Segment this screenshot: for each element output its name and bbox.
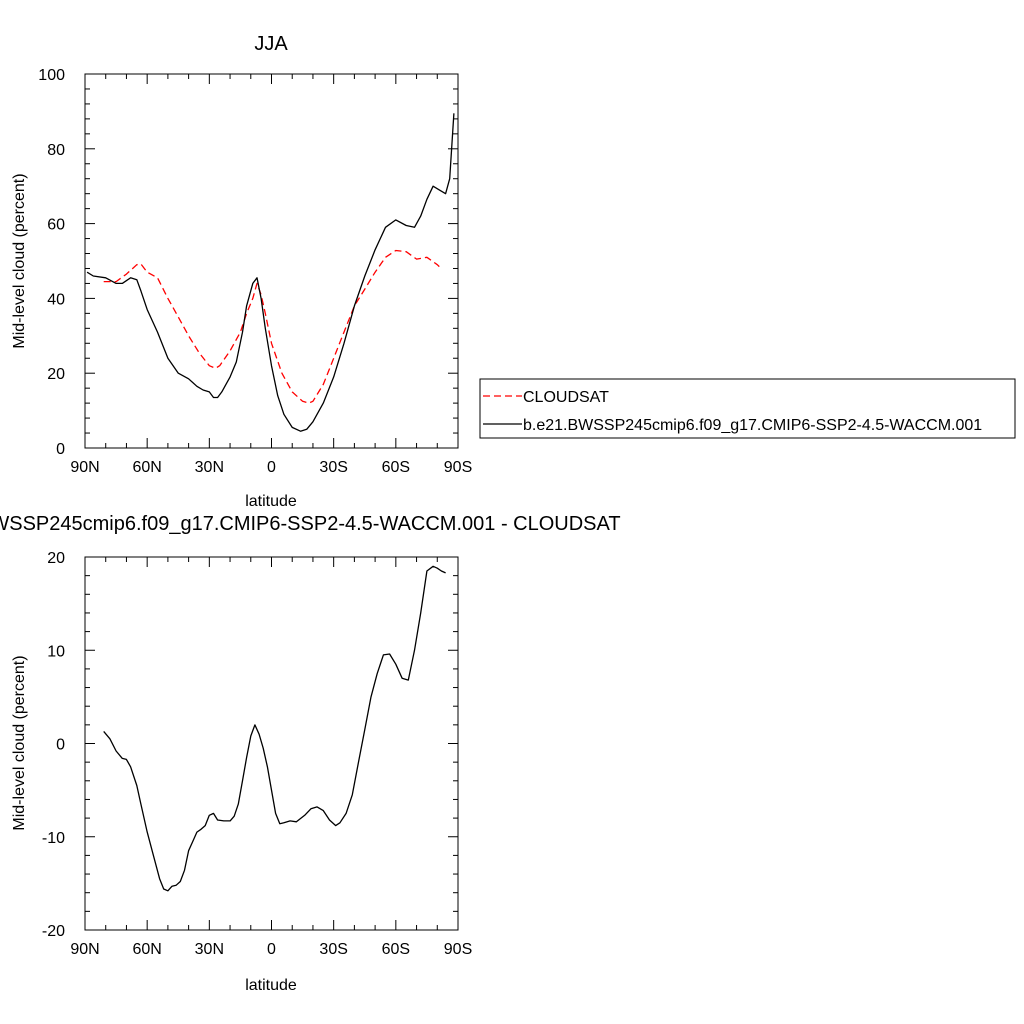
legend-box bbox=[479, 378, 1016, 439]
top-y-tick-label: 0 bbox=[56, 441, 65, 458]
bottom-y-tick-label: 0 bbox=[56, 737, 65, 754]
legend-label-model: b.e21.BWSSP245cmip6.f09_g17.CMIP6-SSP2-4… bbox=[523, 417, 982, 434]
bottom-panel-xlabel: latitude bbox=[245, 977, 297, 994]
bottom-y-tick-label: -10 bbox=[42, 830, 65, 847]
top-panel: JJA 90N 60N 30N 0 30S 60S 90S 0 20 40 60 80 100 lati… bbox=[11, 33, 472, 510]
bottom-y-tick-label: 20 bbox=[47, 550, 65, 567]
top-series-line-1 bbox=[86, 113, 455, 432]
top-y-tick-label: 40 bbox=[47, 291, 65, 308]
bottom-x-tick-label: 30S bbox=[319, 941, 347, 958]
bottom-x-tick-label: 90N bbox=[70, 941, 99, 958]
top-panel-ylabel: Mid-level cloud (percent) bbox=[11, 173, 28, 348]
legend-label-cloudsat: CLOUDSAT bbox=[523, 389, 609, 406]
bottom-x-tick-label: 90S bbox=[444, 941, 472, 958]
bottom-series-line-0 bbox=[103, 565, 446, 892]
top-x-tick-label: 30S bbox=[319, 459, 347, 476]
bottom-x-tick-label: 30N bbox=[195, 941, 224, 958]
legend: CLOUDSAT b.e21.BWSSP245cmip6.f09_g17.CMI… bbox=[479, 378, 1016, 439]
top-panel-title: JJA bbox=[254, 33, 288, 55]
bottom-panel-series bbox=[103, 565, 446, 892]
bottom-panel-ylabel: Mid-level cloud (percent) bbox=[11, 655, 28, 830]
top-y-tick-label: 20 bbox=[47, 366, 65, 383]
top-panel-ticks: 90N 60N 30N 0 30S 60S 90S 0 20 40 60 80 100 bbox=[38, 67, 472, 476]
top-x-tick-label: 0 bbox=[267, 459, 276, 476]
top-series-line-0 bbox=[103, 249, 440, 404]
top-x-tick-label: 30N bbox=[195, 459, 224, 476]
bottom-y-tick-label: -20 bbox=[42, 923, 65, 940]
top-x-tick-label: 90N bbox=[70, 459, 99, 476]
bottom-panel-plot-frame bbox=[84, 556, 459, 931]
bottom-x-tick-label: 60S bbox=[382, 941, 410, 958]
top-x-tick-label: 90S bbox=[444, 459, 472, 476]
top-panel-plot-frame bbox=[84, 73, 459, 449]
bottom-panel-ticks: 90N 60N 30N 0 30S 60S 90S -20 -10 0 10 20 bbox=[42, 550, 472, 958]
top-x-tick-label: 60S bbox=[382, 459, 410, 476]
top-panel-series bbox=[86, 113, 455, 432]
bottom-panel-title: b.e21.BWSSP245cmip6.f09_g17.CMIP6-SSP2-4… bbox=[0, 513, 621, 535]
top-panel-xlabel: latitude bbox=[245, 493, 297, 510]
bottom-x-tick-label: 0 bbox=[267, 941, 276, 958]
bottom-x-tick-label: 60N bbox=[132, 941, 161, 958]
top-x-tick-label: 60N bbox=[132, 459, 161, 476]
top-y-tick-label: 80 bbox=[47, 142, 65, 159]
top-y-tick-label: 100 bbox=[38, 67, 65, 84]
top-y-tick-label: 60 bbox=[47, 217, 65, 234]
bottom-panel: b.e21.BWSSP245cmip6.f09_g17.CMIP6-SSP2-4… bbox=[0, 513, 621, 994]
bottom-y-tick-label: 10 bbox=[47, 643, 65, 660]
